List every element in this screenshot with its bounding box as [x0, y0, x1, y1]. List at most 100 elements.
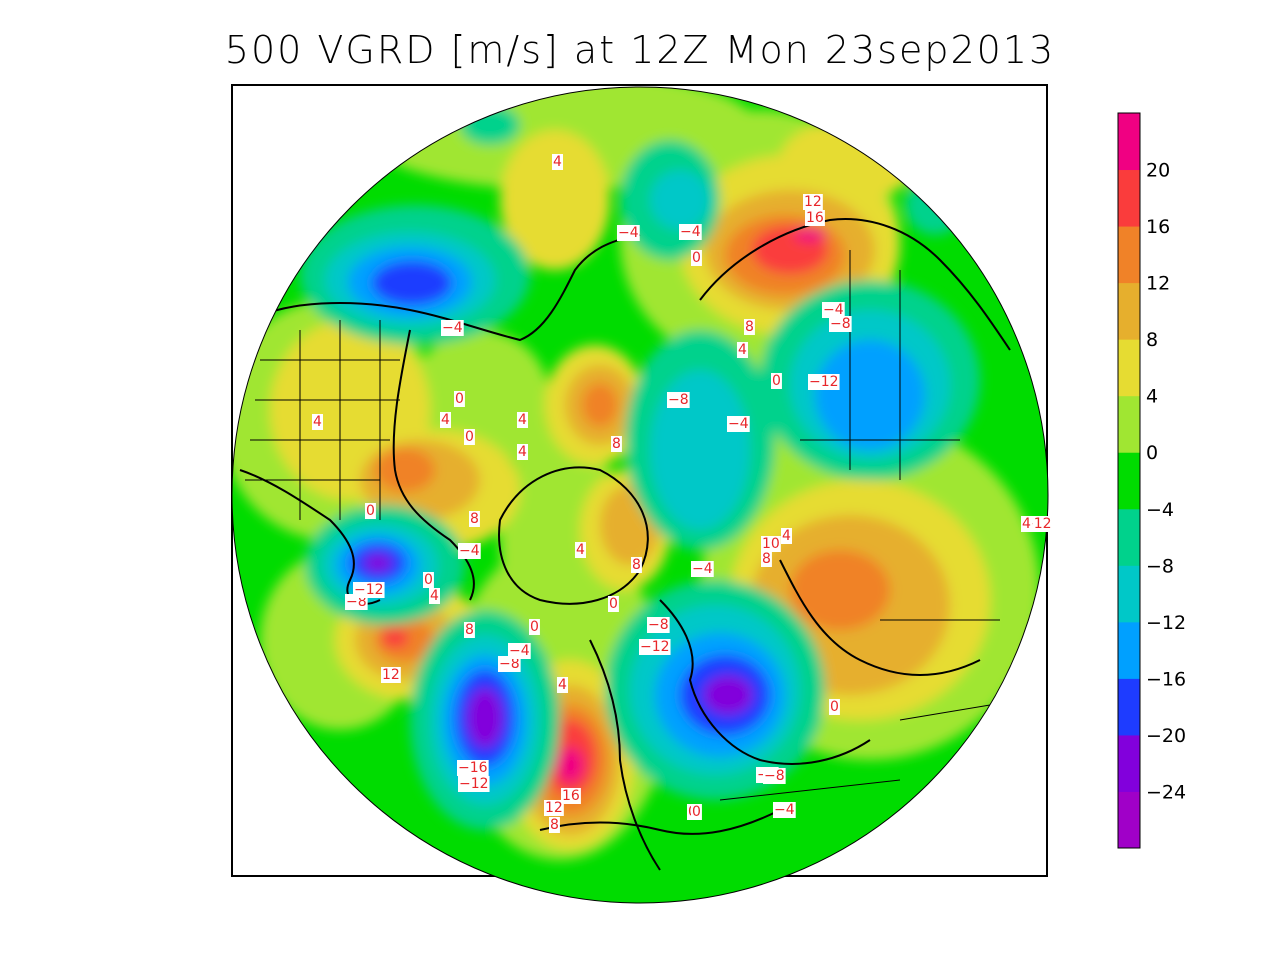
contour-label-box: [744, 319, 755, 335]
contour-label: −4: [823, 302, 844, 318]
contour-label: −4: [774, 802, 795, 818]
colorbar-tick-label: 20: [1146, 160, 1170, 182]
contour-label: 8: [762, 551, 771, 567]
colorbar-swatch: [1118, 226, 1140, 284]
colorbar-swatch: [1118, 734, 1140, 792]
contour-label: −12: [354, 582, 384, 598]
contour-label-box: [423, 572, 434, 588]
colorbar-swatch: [1118, 565, 1140, 623]
colorbar-swatch: [1118, 508, 1140, 566]
contour-label-box: [647, 617, 670, 633]
contour-label-box: [829, 699, 840, 715]
colorbar-swatch: [1118, 395, 1140, 453]
contour-label-box: [631, 557, 642, 573]
contour-label: −4: [618, 225, 639, 241]
contour-label: 4: [430, 588, 439, 604]
contour-label-box: [517, 444, 528, 460]
contour-label: 0: [366, 503, 375, 519]
contour-label: 4: [782, 528, 791, 544]
colorbar-tick-label: −16: [1146, 668, 1186, 690]
colorbar-tick-label: −20: [1146, 725, 1186, 747]
colorbar-frame: [1117, 112, 1141, 849]
contour-label: 0: [424, 572, 433, 588]
contour-label: 8: [465, 622, 474, 638]
contour-label: 12: [545, 800, 563, 816]
graticule-borders: [245, 250, 1021, 801]
contour-label: 0: [772, 373, 781, 389]
contour-label-box: [429, 588, 440, 604]
contour-label-box: [822, 302, 845, 318]
contour-label: −4: [680, 224, 701, 240]
contour-label-box: [464, 429, 475, 445]
contour-label-box: [557, 677, 568, 693]
colorbar: 20 16 12 8 4 0 −4 −8 −12 −16 −20 −24: [1117, 112, 1186, 849]
contour-label: 0: [530, 619, 539, 635]
contour-label: −8: [668, 392, 689, 408]
contour-label-box: [781, 528, 792, 544]
contour-label-box: [464, 622, 475, 638]
contour-label: −8: [648, 617, 669, 633]
colorbar-swatch: [1118, 339, 1140, 397]
contour-label: 0: [609, 596, 618, 612]
chart-title: 500 VGRD [m/s] at 12Z Mon 23sep2013: [224, 28, 1056, 72]
contour-label-box: [457, 760, 489, 776]
contour-label: 4: [313, 414, 322, 430]
contour-label-box: [639, 639, 671, 655]
contour-label: 4: [1022, 516, 1031, 532]
contour-label-box: [829, 316, 852, 332]
colorbar-tick-label: 12: [1146, 273, 1170, 295]
contour-label: 16: [806, 210, 824, 226]
contour-label: −12: [640, 639, 670, 655]
contour-label-box: [667, 392, 690, 408]
contour-label-box: [617, 225, 640, 241]
contour-label-box: [1021, 516, 1032, 532]
contour-label-box: [312, 414, 323, 430]
contour-label-box: [441, 320, 464, 336]
contour-label: −4: [442, 320, 463, 336]
contour-label-box: [575, 542, 586, 558]
colorbar-tick-label: 16: [1146, 216, 1170, 238]
contour-label: −4: [692, 561, 713, 577]
colorbar-tick-label: −4: [1146, 499, 1174, 521]
contour-label-box: [544, 800, 564, 816]
contour-label-box: [458, 543, 481, 559]
colorbar-swatch: [1118, 452, 1140, 510]
contour-label: 0: [692, 804, 701, 820]
contour-label-box: [737, 342, 748, 358]
contour-label-box: [458, 776, 490, 792]
contour-label-box: [691, 561, 714, 577]
contour-label: 12: [382, 667, 400, 683]
colorbar-swatch: [1118, 621, 1140, 679]
contour-label: −12: [459, 776, 489, 792]
colorbar-swatch: [1118, 282, 1140, 340]
contour-label-box: [803, 194, 823, 210]
contour-label: 4: [576, 542, 585, 558]
colorbar-tick-label: −8: [1146, 555, 1174, 577]
contour-label: −16: [458, 760, 488, 776]
contour-label: −4: [509, 643, 530, 659]
colorbar-tick-label: −12: [1146, 612, 1186, 634]
colorbar-tick-label: 0: [1146, 442, 1158, 464]
contour-label-box: [771, 373, 782, 389]
contour-label: 4: [558, 677, 567, 693]
contour-label-box: [381, 667, 401, 683]
contour-label-box: [691, 250, 702, 266]
contour-label: 4: [518, 444, 527, 460]
contour-label-box: [549, 817, 560, 833]
contour-label: 4: [518, 412, 527, 428]
colorbar-swatch: [1118, 678, 1140, 736]
contour-label: 10: [762, 536, 780, 552]
map-disk-outline: [231, 86, 1049, 904]
contour-label: −4: [459, 543, 480, 559]
contour-label: 8: [632, 557, 641, 573]
contour-label: −8: [830, 316, 851, 332]
colorbar-swatch: [1118, 791, 1140, 849]
contour-label-box: [440, 412, 451, 428]
contour-label: −4: [728, 416, 749, 432]
contour-label: −12: [809, 374, 839, 390]
contour-label: 8: [470, 511, 479, 527]
contour-label-box: [552, 154, 563, 170]
contour-label-box: [517, 412, 528, 428]
contour-label: 0: [692, 250, 701, 266]
